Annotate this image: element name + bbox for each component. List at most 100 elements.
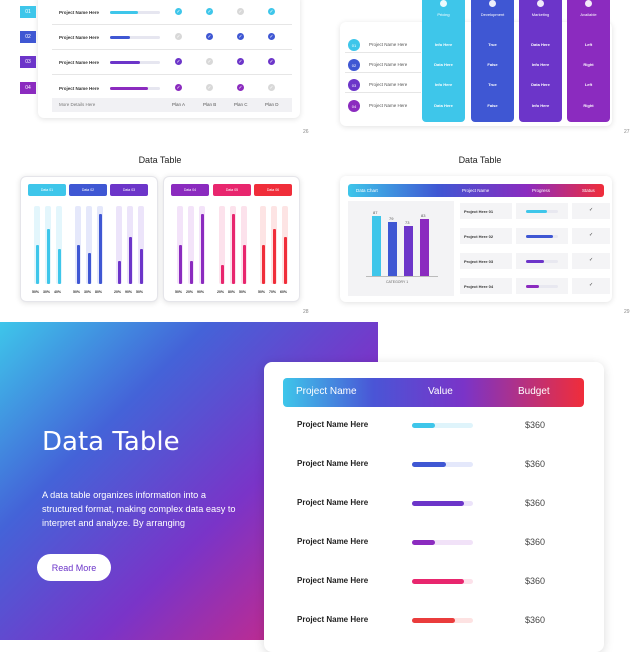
bar-track xyxy=(116,206,122,284)
hero-budget-value: $360 xyxy=(525,420,546,430)
cell-value: Right xyxy=(583,62,594,67)
percent-label: 80% xyxy=(228,290,236,294)
project-name-label: Project Name Here xyxy=(59,60,100,65)
percent-label: 50% xyxy=(239,290,247,294)
data-pill: Data 02 xyxy=(69,184,107,196)
project-name: Project Here 04 xyxy=(464,284,494,289)
check-icon: ✓ xyxy=(237,84,244,91)
hero-progress-fill xyxy=(412,540,436,545)
cell-value: Left xyxy=(584,42,593,47)
bar-fill xyxy=(272,229,276,284)
bar-fill xyxy=(46,229,50,284)
check-icon: ✓ xyxy=(237,8,244,15)
column-icon xyxy=(537,0,544,7)
status-cell xyxy=(572,253,610,269)
feature-column xyxy=(567,0,610,122)
hero-budget-value: $360 xyxy=(525,498,546,508)
data-pill: Data 01 xyxy=(28,184,66,196)
hero-progress-fill xyxy=(412,423,435,428)
bar-fill xyxy=(178,245,182,284)
column-icon xyxy=(585,0,592,7)
progress-fill xyxy=(110,11,138,14)
bar-track xyxy=(219,206,225,284)
cell-value: Data Here xyxy=(434,103,453,108)
hero-project-name: Project Name Here xyxy=(297,615,369,624)
hero-budget-value: $360 xyxy=(525,537,546,547)
percent-label: 50% xyxy=(32,290,40,294)
check-icon: ✓ xyxy=(206,58,213,65)
read-more-button[interactable]: Read More xyxy=(37,554,111,581)
bar-fill xyxy=(261,245,265,284)
chart-bar xyxy=(372,216,381,276)
chart-bar xyxy=(420,218,429,276)
row-number-badge: 02 xyxy=(348,59,360,71)
check-icon: ✓ xyxy=(175,33,182,40)
hero-progress-fill xyxy=(412,579,464,584)
data-pill: Data 03 xyxy=(110,184,148,196)
progress-fill xyxy=(110,36,130,39)
bar-fill xyxy=(117,260,121,284)
project-cell xyxy=(460,203,512,219)
progress-track xyxy=(526,285,558,288)
hero-budget-value: $360 xyxy=(525,576,546,586)
slide-28-title: Data Table xyxy=(138,155,182,165)
cell-value: Right xyxy=(583,103,594,108)
bar-fill xyxy=(231,213,235,284)
progress-fill xyxy=(526,285,539,288)
slide-29-header-progress: Progress xyxy=(532,188,551,193)
percent-label: 50% xyxy=(175,290,183,294)
hero-project-name: Project Name Here xyxy=(297,576,369,585)
hero-project-name: Project Name Here xyxy=(297,498,369,507)
check-icon: ✓ xyxy=(589,232,594,238)
slide-29-header-bar xyxy=(348,184,604,197)
slide-26-footer-label: More Details Here xyxy=(59,102,96,107)
slide-29-header-project-name: Project Name xyxy=(462,188,490,193)
bar-fill xyxy=(76,245,80,284)
percent-label: 30% xyxy=(43,290,51,294)
check-icon: ✓ xyxy=(589,257,594,263)
progress-fill xyxy=(526,235,554,238)
bar-fill xyxy=(35,245,39,284)
progress-fill xyxy=(526,210,547,213)
project-name: Project Here 03 xyxy=(464,259,494,264)
hero-budget-value: $360 xyxy=(525,615,546,625)
cell-value: Info Here xyxy=(434,42,453,47)
project-cell xyxy=(460,278,512,294)
hero-header-value: Value xyxy=(428,386,453,397)
check-icon: ✓ xyxy=(237,33,244,40)
percent-label: 20% xyxy=(114,290,122,294)
percent-label: 40% xyxy=(54,290,62,294)
status-cell xyxy=(572,278,610,294)
check-icon: ✓ xyxy=(268,84,275,91)
status-cell xyxy=(572,203,610,219)
data-pill: Data 05 xyxy=(213,184,251,196)
cell-value: True xyxy=(488,42,497,47)
slide-26-page-number: 26 xyxy=(303,129,309,135)
bar-fill xyxy=(283,237,287,284)
plan-label: Plan C xyxy=(234,102,248,107)
hero-progress-fill xyxy=(412,501,464,506)
plan-label: Plan D xyxy=(265,102,279,107)
check-icon: ✓ xyxy=(206,33,213,40)
bar-fill xyxy=(189,260,193,284)
percent-label: 50% xyxy=(73,290,81,294)
row-divider xyxy=(345,92,421,93)
chart-bar-label: 83 xyxy=(421,212,426,218)
read-more-button-label: Read More xyxy=(51,562,97,573)
cell-value: Data Here xyxy=(531,42,550,47)
hero-progress-fill xyxy=(412,462,446,467)
plan-label: Plan A xyxy=(172,102,186,107)
check-icon: ✓ xyxy=(589,282,594,288)
bar-track xyxy=(56,206,62,284)
hero-progress-track xyxy=(412,423,473,428)
bar-fill xyxy=(200,213,204,284)
slide-29-chart-panel xyxy=(348,201,454,296)
cell-value: Info Here xyxy=(434,82,453,87)
project-name-label: Project Name Here xyxy=(59,10,100,15)
percent-label: 90% xyxy=(197,290,205,294)
bar-fill xyxy=(98,213,102,284)
hero-progress-fill xyxy=(412,618,455,623)
bar-fill xyxy=(128,237,132,284)
bar-fill xyxy=(57,248,61,284)
cell-value: Left xyxy=(584,82,593,87)
